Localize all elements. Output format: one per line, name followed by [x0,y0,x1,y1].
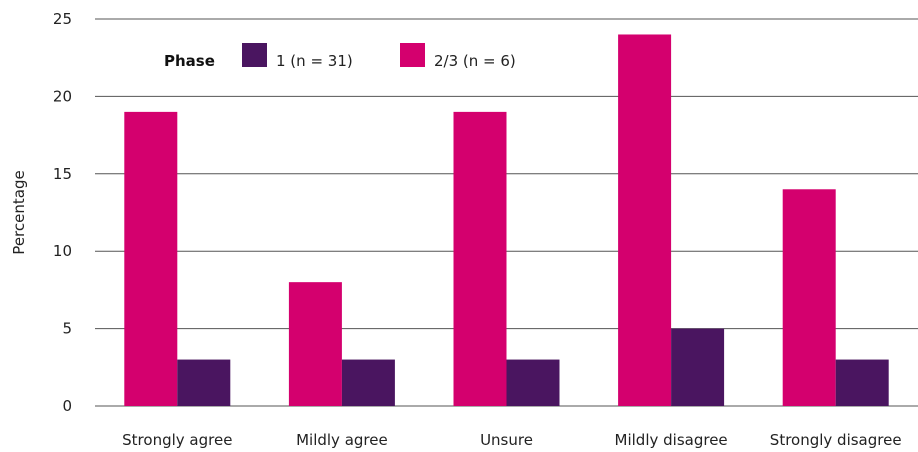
y-axis-ticks: 0 5 10 15 20 25 [53,10,72,415]
bar-strongly-agree-series-1 [124,111,178,406]
y-tick-label: 0 [62,397,72,415]
bar-unsure-series-2 [506,359,560,406]
x-axis-categories: Strongly agree Mildly agree Unsure Mildly d… [122,431,901,449]
legend-swatch [242,43,267,67]
y-tick-label: 5 [62,320,72,338]
y-axis-title: Percentage [10,170,28,254]
y-tick-label: 15 [53,165,72,183]
x-tick-label: Mildly disagree [615,431,728,449]
y-tick-label: 10 [53,242,72,260]
bar-strongly-agree-series-2 [177,359,231,406]
legend-title: Phase [164,52,215,70]
x-tick-label: Strongly disagree [770,431,902,449]
y-tick-label: 20 [53,87,72,105]
y-tick-label: 25 [53,10,72,28]
legend: Phase 1 (n = 31) 2/3 (n = 6) [164,43,516,70]
legend-label: 1 (n = 31) [276,52,353,70]
legend-swatch [400,43,425,67]
x-tick-label: Strongly agree [122,431,232,449]
legend-label: 2/3 (n = 6) [434,52,516,70]
bar-strongly-disagree-series-2 [835,359,889,406]
x-tick-label: Unsure [480,431,533,449]
bar-mildly-agree-series-2 [341,359,395,406]
bar-strongly-disagree-series-1 [782,189,836,406]
bar-mildly-disagree-series-1 [618,34,672,406]
x-tick-label: Mildly agree [296,431,388,449]
bar-unsure-series-1 [453,111,507,406]
bars [124,34,889,406]
bar-mildly-agree-series-1 [288,282,342,406]
bar-mildly-disagree-series-2 [671,328,725,406]
